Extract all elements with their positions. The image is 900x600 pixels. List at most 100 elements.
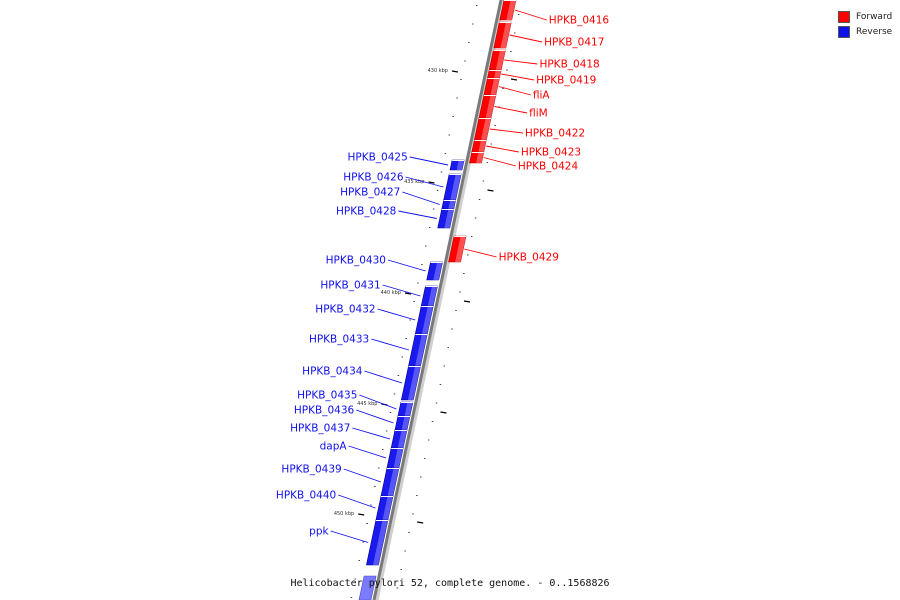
gene-hpkb_0440-highlight: [382, 496, 394, 520]
minor-tick: [416, 495, 418, 496]
gene-hpkb_0434-highlight: [407, 366, 421, 400]
leader-hpkb_0427: [402, 191, 440, 205]
minor-tick: [490, 143, 493, 145]
gene-dapa-highlight: [393, 448, 404, 468]
label-hpkb_0426: HPKB_0426: [343, 172, 404, 184]
minor-tick: [444, 153, 447, 154]
minor-tick: [468, 42, 470, 43]
label-hpkb_0424: HPKB_0424: [518, 161, 579, 173]
gene-hpkb_0430-highlight: [433, 262, 443, 280]
minor-tick: [425, 245, 427, 247]
gene-hpkb_0437-highlight: [397, 430, 407, 448]
legend: Forward Reverse: [838, 9, 892, 39]
minor-tick: [374, 486, 376, 487]
label-hpkb_0425: HPKB_0425: [347, 152, 407, 164]
minor-tick: [472, 23, 474, 25]
label-hpkb_0434: HPKB_0434: [302, 366, 363, 378]
leader-hpkb_0417: [509, 34, 543, 43]
gene-hpkb_0427-highlight: [448, 200, 456, 209]
minor-tick: [456, 97, 458, 99]
minor-tick: [464, 60, 466, 62]
minor-tick: [470, 236, 473, 237]
tick-mark-right: [463, 300, 471, 303]
minor-tick: [452, 116, 454, 117]
minor-tick: [435, 402, 438, 404]
leader-hpkb_0429: [464, 248, 497, 258]
legend-reverse-label: Reverse: [856, 26, 893, 37]
minor-tick: [474, 217, 477, 219]
minor-tick: [378, 467, 380, 469]
gene-partial-bottom[interactable]: [358, 575, 377, 600]
minor-tick: [510, 51, 512, 52]
minor-tick: [506, 69, 508, 71]
gene-hpkb_0439-highlight: [387, 468, 399, 496]
scale-ticks: 430 kbp 435 kbp 440 kbp 445 kbp 450 kbp: [334, 5, 520, 598]
leader-hpkb_0434: [364, 370, 403, 384]
tick-mark: [428, 181, 435, 184]
tick-mark: [404, 292, 412, 295]
gene-hpkb_0418-highlight: [495, 50, 506, 70]
label-flia: fliA: [533, 90, 551, 102]
genome-caption: Helicobacter pylori 52, complete genome.…: [290, 578, 610, 589]
leader-hpkb_0422: [489, 128, 523, 134]
leader-hpkb_0436: [356, 409, 394, 424]
leader-hpkb_0435: [359, 394, 397, 410]
gene-hpkb_0425-highlight: [456, 160, 465, 170]
gene-labels: HPKB_0416 HPKB_0417 HPKB_0418 HPKB_0419 fliA…: [276, 9, 609, 543]
leader-hpkb_0416: [514, 9, 547, 21]
gene-hpkb_0423-highlight: [478, 140, 487, 152]
leader-ppk: [330, 530, 369, 543]
gene-hpkb_0432-highlight: [421, 306, 434, 334]
gene-hpkb_0422-highlight: [480, 118, 492, 140]
tick-mark: [358, 513, 365, 516]
label-hpkb_0437: HPKB_0437: [290, 423, 350, 435]
leader-hpkb_0428: [398, 210, 437, 219]
backbone-shadow: [373, 0, 506, 600]
leader-hpkb_0423: [486, 145, 519, 153]
gene-hpkb_0416-highlight: [506, 0, 516, 20]
gene-flia-highlight: [490, 78, 500, 95]
label-hpkb_0422: HPKB_0422: [525, 128, 585, 140]
tick-label: 430 kbp: [428, 68, 448, 74]
gene-hpkb_0435-highlight: [404, 402, 413, 416]
label-hpkb_0423: HPKB_0423: [521, 147, 581, 159]
minor-tick: [447, 347, 449, 348]
minor-tick: [420, 476, 422, 478]
minor-tick: [514, 32, 516, 34]
backbone-line: [372, 0, 503, 600]
minor-tick: [370, 504, 372, 506]
minor-tick: [467, 254, 469, 256]
tick-mark-right: [440, 411, 447, 414]
minor-tick: [486, 162, 489, 163]
legend-forward-label: Forward: [856, 11, 893, 22]
minor-tick: [439, 384, 442, 385]
leader-hpkb_0431: [382, 284, 421, 297]
label-hpkb_0427: HPKB_0427: [340, 187, 400, 199]
minor-tick: [427, 439, 430, 441]
tick-mark-right: [487, 189, 494, 192]
gene-features[interactable]: [358, 0, 517, 600]
minor-tick: [405, 338, 407, 339]
minor-tick: [460, 79, 462, 80]
gene-hpkb_0436-highlight: [401, 416, 410, 430]
leader-hpkb_0433: [371, 338, 410, 351]
label-ppk: ppk: [309, 526, 329, 538]
minor-tick: [475, 5, 478, 6]
minor-tick: [432, 208, 435, 210]
gene-hpkb_0429-highlight: [455, 236, 467, 262]
minor-tick: [354, 578, 357, 580]
leader-hpkb_0419: [501, 73, 535, 81]
minor-tick: [397, 375, 400, 376]
minor-tick: [401, 356, 404, 358]
minor-tick: [400, 569, 402, 570]
label-dapa: dapA: [320, 441, 348, 453]
minor-tick: [404, 550, 406, 552]
leader-flim: [494, 106, 528, 114]
tick-mark: [451, 70, 459, 73]
label-hpkb_0440: HPKB_0440: [276, 490, 336, 502]
gene-hpkb_0431-highlight: [427, 286, 438, 306]
minor-tick: [502, 88, 504, 89]
leader-hpkb_0425: [409, 156, 449, 166]
label-hpkb_0432: HPKB_0432: [315, 304, 375, 316]
gene-hpkb_0424-highlight: [476, 152, 484, 163]
